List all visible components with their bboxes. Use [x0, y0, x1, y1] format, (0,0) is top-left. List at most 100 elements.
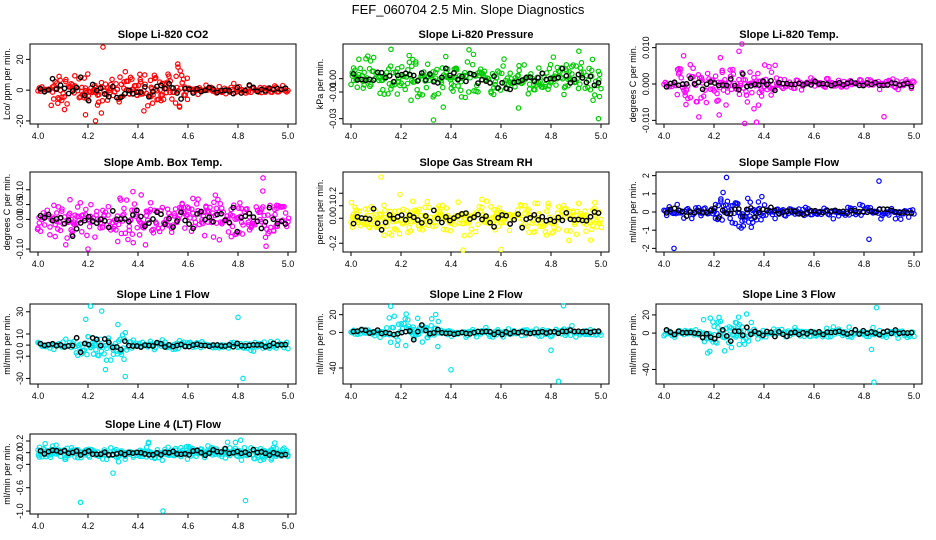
overlay-point [768, 77, 774, 84]
overlay-point [125, 218, 132, 225]
data-point [232, 439, 239, 446]
data-point [496, 69, 502, 76]
data-point [424, 198, 431, 205]
overlay-point [234, 84, 241, 91]
data-point [435, 318, 442, 325]
x-tick-label: 4.0 [658, 259, 671, 269]
data-point [532, 200, 538, 207]
overlay-point [121, 215, 128, 222]
y-tick-label: 20 [641, 310, 651, 320]
overlay-point [133, 207, 140, 214]
data-point [397, 191, 403, 198]
data-point [464, 59, 471, 65]
overlay-point [174, 90, 180, 96]
overlay-point [190, 90, 197, 96]
data-point [360, 85, 367, 91]
data-point [133, 82, 139, 89]
data-point [590, 97, 596, 104]
data-point [125, 236, 131, 243]
data-point [501, 56, 507, 62]
data-point [126, 223, 133, 230]
data-point [423, 84, 430, 91]
data-point [677, 66, 684, 72]
overlay-point [559, 217, 566, 224]
overlay-point [527, 214, 534, 221]
chart-panel-6: Slope Sample Flow 4.0 4.2 4.4 4.6 4.8 5.0 -2 -1 0… [628, 157, 923, 269]
data-point [138, 192, 144, 198]
overlay-point [434, 79, 441, 86]
x-tick-label: 4.0 [32, 521, 45, 531]
data-point [241, 444, 248, 451]
data-point [436, 203, 442, 209]
data-point [520, 217, 526, 223]
outlier-point [82, 111, 89, 118]
data-point [229, 223, 236, 230]
data-point [48, 102, 55, 109]
overlay-point [178, 96, 184, 102]
overlay-point [438, 74, 445, 81]
overlay-point [471, 214, 477, 221]
data-point [588, 226, 595, 233]
data-point [84, 351, 90, 358]
data-point [244, 206, 250, 212]
data-point [458, 94, 465, 100]
overlay-point [222, 217, 229, 224]
overlay-point [85, 97, 92, 104]
data-point [521, 62, 528, 68]
data-point [553, 82, 559, 88]
outlier-point [235, 314, 241, 321]
y-axis-label: kPa per min. [315, 59, 325, 110]
x-tick-label: 4.2 [395, 259, 408, 269]
data-point [348, 199, 355, 206]
data-point [401, 320, 407, 327]
data-point [426, 77, 432, 84]
overlay-point [539, 70, 546, 77]
data-point [152, 74, 159, 81]
overlay-point [81, 92, 88, 99]
overlay-point [715, 215, 722, 221]
data-point [694, 98, 700, 105]
data-point [199, 220, 206, 227]
data-point [114, 213, 121, 219]
overlay-point [174, 218, 180, 224]
data-point [507, 70, 514, 77]
overlay-point [390, 78, 397, 85]
x-tick-label: 4.2 [82, 521, 95, 531]
overlay-point [378, 69, 385, 76]
data-point [386, 315, 393, 321]
data-point [744, 99, 751, 105]
data-point [168, 229, 175, 236]
data-point [515, 72, 521, 79]
data-point [724, 198, 731, 205]
plot-frame [29, 171, 297, 253]
overlay-point [446, 217, 453, 224]
overlay-points [37, 204, 289, 240]
overlay-point [711, 335, 718, 342]
chart-panel-9: Slope Line 3 Flow 4.0 4.2 4.4 4.6 4.8 5.0 -40 0 2… [628, 289, 923, 401]
data-point [390, 324, 397, 331]
data-point [153, 220, 160, 227]
data-point [92, 234, 98, 240]
data-point [545, 203, 551, 209]
data-point [555, 203, 562, 210]
data-point [235, 205, 242, 212]
y-tick-label: -0.6 [15, 480, 25, 496]
overlay-point [792, 208, 798, 215]
data-point [173, 73, 179, 80]
data-point [364, 53, 371, 59]
data-point [576, 48, 582, 54]
overlay-point [370, 205, 377, 212]
data-point [481, 68, 488, 75]
overlay-point [671, 79, 678, 86]
data-point [768, 92, 774, 98]
overlay-point [178, 209, 184, 216]
data-point [282, 210, 289, 216]
overlay-point [230, 90, 237, 97]
data-point [759, 193, 765, 200]
data-point [103, 345, 110, 352]
overlay-point [138, 213, 144, 220]
outlier-point [175, 64, 181, 70]
data-point [462, 94, 469, 101]
data-point [163, 216, 170, 223]
chart-panel-4: Slope Amb. Box Temp. 4.0 4.2 4.4 4.6 4.8 5.0 -0… [2, 157, 297, 269]
